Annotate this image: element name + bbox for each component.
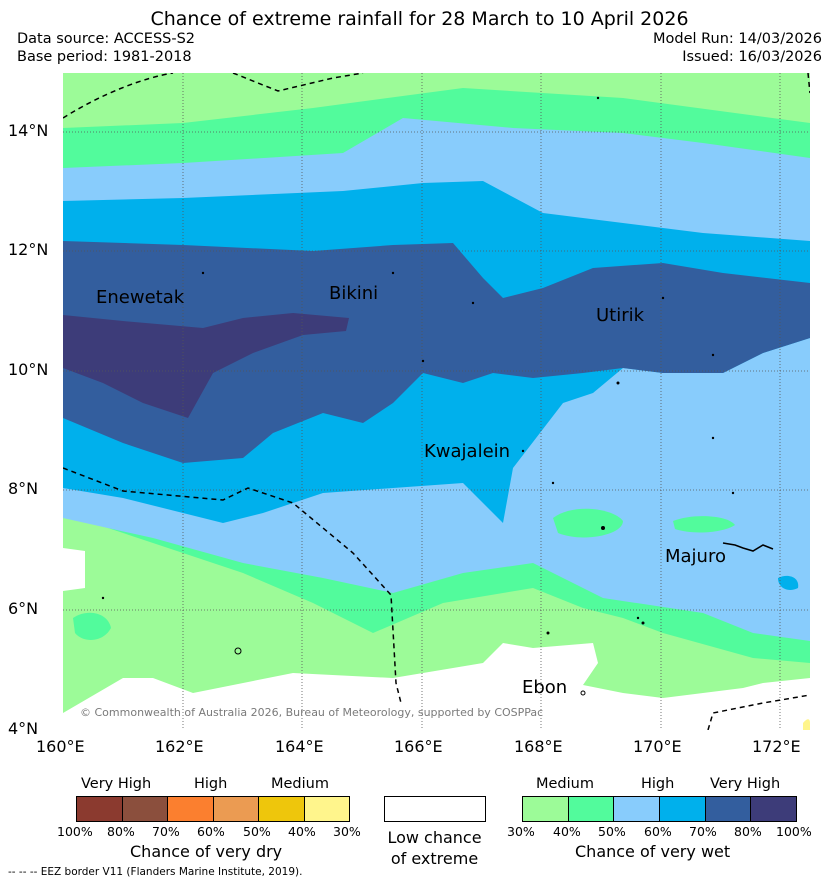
wet-swatch-5 [751,797,797,821]
band-60-70-patch [778,575,799,590]
wet-swatch-2 [614,797,661,821]
lat-label: 12°N [8,240,49,259]
dry-tick: 40% [288,824,316,839]
run-info: Model Run: 14/03/2026 Issued: 16/03/2026 [653,30,822,66]
wet-swatch-3 [660,797,706,821]
dry-tick: 50% [243,824,271,839]
place-label-utirik: Utirik [596,305,645,326]
issued-date: Issued: 16/03/2026 [682,49,822,65]
lat-label: 4°N [8,719,39,738]
place-label-ebon: Ebon [522,677,568,698]
wet-tick: 40% [553,824,581,839]
dry-tick: 100% [57,824,93,839]
dry-swatch-1 [122,797,168,821]
wet-swatch-4 [705,797,752,821]
base-period: Base period: 1981-2018 [17,49,192,65]
dry-tick: 80% [107,824,135,839]
dry-tick: 30% [333,824,361,839]
dry-legend-title: Chance of very dry [130,842,283,861]
wet-tick: 30% [507,824,535,839]
dry-swatch-0 [77,797,123,821]
dry-swatch-4 [259,797,305,821]
rainfall-map[interactable]: Enewetak Bikini Utirik Kwajalein Majuro … [62,72,811,731]
wet-tick: 80% [734,824,762,839]
lon-label: 170°E [633,737,682,756]
band-70-80 [63,241,810,463]
lat-label: 8°N [8,479,39,498]
wet-tick: 60% [644,824,672,839]
dry-cat-medium: Medium [271,776,329,792]
low-chance-area [63,643,810,730]
dry-cat-very-high: Very High [81,776,152,792]
wet-swatch-1 [568,797,615,821]
dry-swatch-3 [213,797,259,821]
eez-border [62,72,811,731]
model-run: Model Run: 14/03/2026 [652,31,822,47]
copyright-notice: © Commonwealth of Australia 2026, Bureau… [80,706,544,719]
low-chance-area [63,548,85,591]
lon-label: 172°E [752,737,801,756]
low-chance-label-1: Low chance [387,828,482,847]
place-label-kwajalein: Kwajalein [424,441,511,462]
wet-legend-title: Chance of very wet [575,842,731,861]
wet-swatch-0 [523,797,569,821]
wet-cat-high: High [641,776,675,792]
low-chance-label-2: of extreme [390,849,479,868]
lat-label: 14°N [8,121,49,140]
dry-colorbar [76,796,350,822]
lon-label: 166°E [394,737,443,756]
band-80-100 [63,313,349,418]
lon-label: 164°E [275,737,324,756]
band-40-50-patch [73,612,111,640]
dry-cat-high: High [194,776,228,792]
dry-swatch-2 [168,797,214,821]
lat-label: 6°N [8,599,39,618]
low-chance-swatch [384,796,486,822]
map-canvas [62,72,811,731]
lon-label: 168°E [514,737,563,756]
place-label-enewetak: Enewetak [96,287,185,308]
place-label-bikini: Bikini [329,283,379,304]
wet-tick: 100% [776,824,812,839]
map-title: Chance of extreme rainfall for 28 March … [150,8,689,30]
dry-tick: 70% [152,824,180,839]
source-info: Data source: ACCESS-S2 Base period: 1981… [17,30,195,66]
lon-label: 162°E [155,737,204,756]
wet-tick: 50% [598,824,626,839]
wet-cat-medium: Medium [536,776,594,792]
band-dry-40-30 [803,719,810,730]
place-label-majuro: Majuro [665,546,726,567]
wet-colorbar [522,796,797,822]
data-source: Data source: ACCESS-S2 [17,31,196,47]
islands [101,96,774,696]
wet-tick: 70% [689,824,717,839]
lon-label: 160°E [36,737,85,756]
band-40-50-patch [673,516,735,533]
dry-tick: 60% [197,824,225,839]
band-40-50-patch [553,508,623,538]
wet-cat-very-high: Very High [710,776,781,792]
lat-label: 10°N [8,360,49,379]
dry-swatch-5 [304,797,349,821]
eez-footnote: -- -- -- EEZ border V11 (Flanders Marine… [8,866,303,878]
